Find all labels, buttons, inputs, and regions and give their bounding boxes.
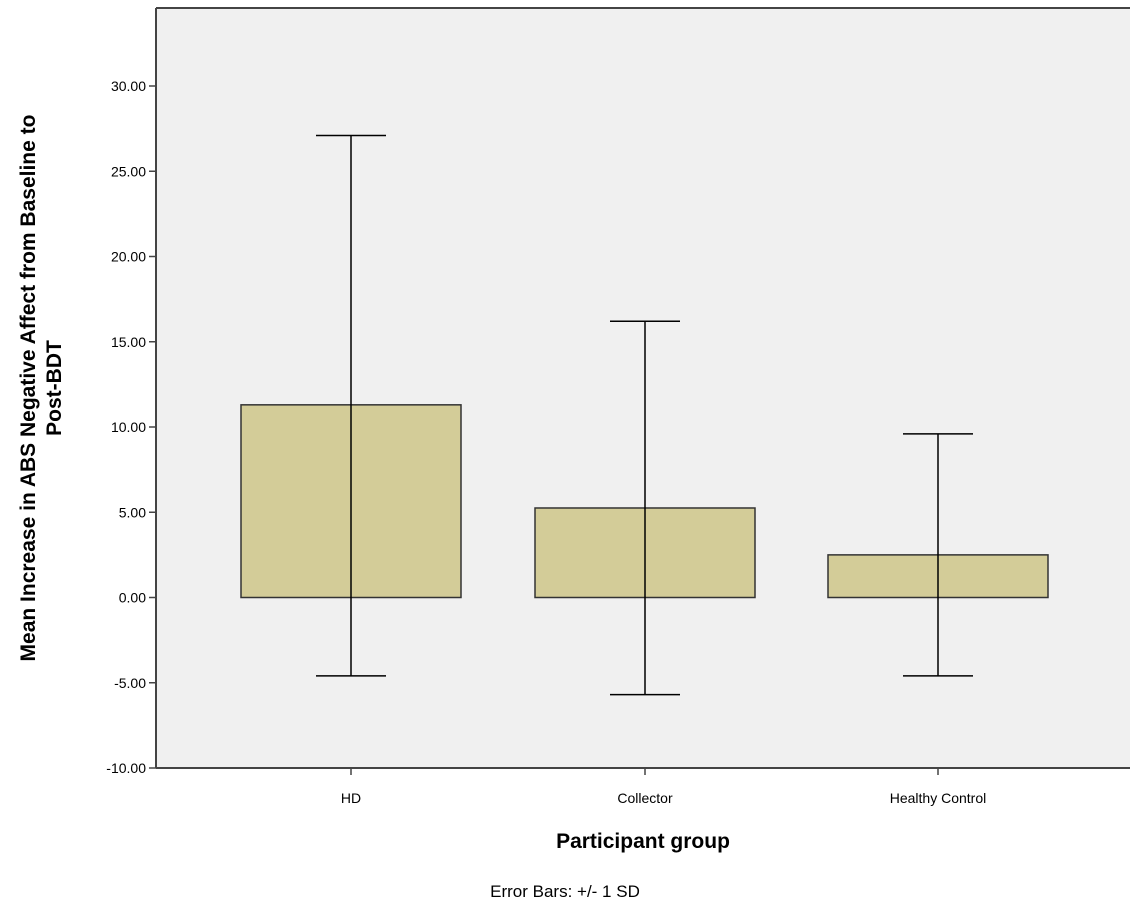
error-bars-footnote: Error Bars: +/- 1 SD: [490, 882, 640, 901]
plot-area: [156, 8, 1130, 768]
y-tick-label: 25.00: [111, 163, 146, 179]
y-ticks-layer: -10.00 -5.00 0.00 5.00 10.00 15.00 20.00 25.00 3…: [106, 78, 156, 776]
y-tick-label: 20.00: [111, 249, 146, 265]
y-axis-title-line-2: Post-BDT: [43, 340, 66, 436]
y-tick-label: 30.00: [111, 78, 146, 94]
y-tick-label: -5.00: [114, 675, 146, 691]
y-tick-label: 10.00: [111, 419, 146, 435]
x-axis-title: Participant group: [556, 830, 730, 853]
y-axis-title-line-1: Mean Increase in ABS Negative Affect fro…: [17, 115, 40, 662]
error-bars-layer: [316, 134, 973, 696]
y-tick-label: 0.00: [119, 590, 146, 606]
x-tick-label: Collector: [617, 790, 673, 806]
y-tick-label: 15.00: [111, 334, 146, 350]
x-tick-label: Healthy Control: [890, 790, 987, 806]
y-tick-label: 5.00: [119, 504, 146, 520]
y-tick-label: -10.00: [106, 760, 146, 776]
x-tick-label: HD: [341, 790, 361, 806]
y-axis-title: Mean Increase in ABS Negative Affect fro…: [17, 115, 66, 662]
x-ticks-layer: HD Collector Healthy Control: [341, 768, 986, 806]
